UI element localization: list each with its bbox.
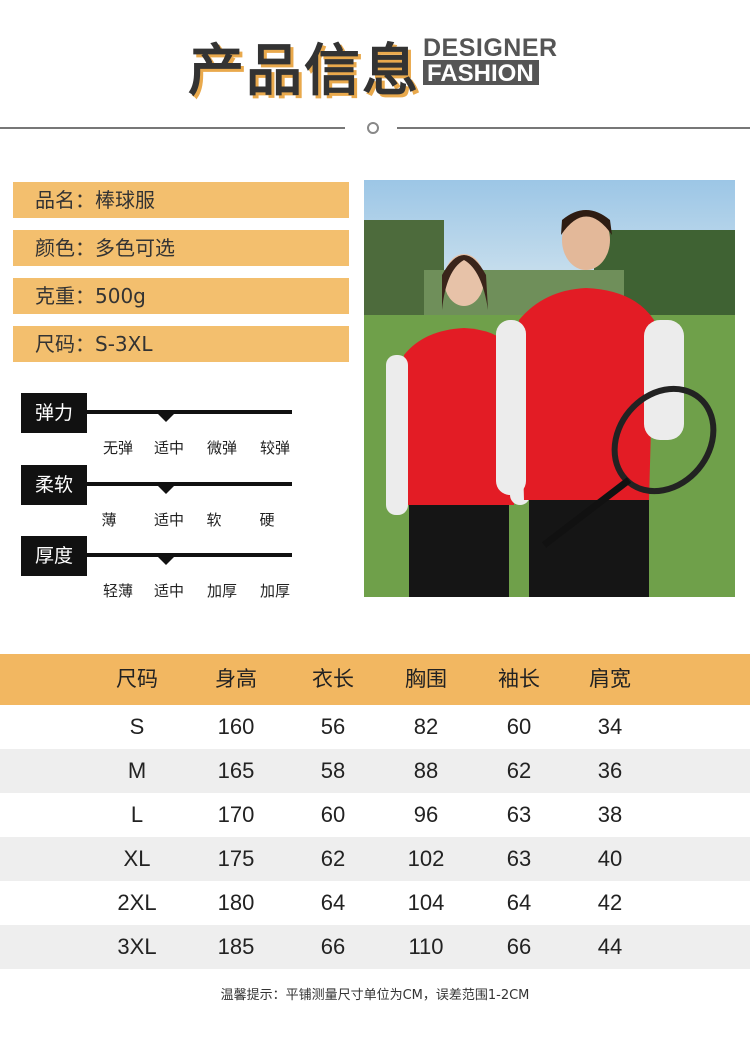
attr-option: 适中 <box>153 439 184 457</box>
table-cell: 34 <box>597 714 623 739</box>
divider-left <box>0 127 345 129</box>
table-cell: 160 <box>217 714 255 739</box>
table-cell: 56 <box>320 714 346 739</box>
attr-option: 轻薄 <box>102 582 133 600</box>
table-cell: L <box>130 802 144 827</box>
table-row: 3XL 185 66 110 66 44 <box>0 925 750 969</box>
footer-note: 温馨提示：平铺测量尺寸单位为CM，误差范围1-2CM <box>220 988 530 1003</box>
header-cell: 身高 <box>215 667 257 691</box>
table-cell: 38 <box>597 802 623 827</box>
table-cell: 62 <box>320 846 346 871</box>
attr-thickness-scale <box>87 553 292 557</box>
table-row: M 165 58 88 62 36 <box>0 749 750 793</box>
table-cell: 66 <box>506 934 532 959</box>
table-cell: 62 <box>506 758 532 783</box>
table-cell: 170 <box>217 802 255 827</box>
attr-option: 微弹 <box>206 439 237 457</box>
table-cell: 180 <box>217 890 255 915</box>
table-cell: XL <box>123 846 151 871</box>
table-cell: 3XL <box>117 934 157 959</box>
table-cell: M <box>127 758 147 783</box>
attr-softness-scale <box>87 482 292 486</box>
header-cell: 袖长 <box>498 667 540 691</box>
divider-right <box>397 127 750 129</box>
selected-marker-icon <box>157 556 175 565</box>
page-title: 产品信息 <box>188 39 420 104</box>
attr-option: 适中 <box>153 582 184 600</box>
attr-option: 薄 <box>101 511 117 529</box>
size-table-header: 尺码 身高 衣长 胸围 袖长 肩宽 <box>0 654 750 705</box>
attr-elasticity-label: 弹力 <box>21 393 87 433</box>
attr-option: 硬 <box>259 511 275 529</box>
table-cell: 63 <box>506 802 532 827</box>
attr-option: 适中 <box>153 511 184 529</box>
table-cell: 63 <box>506 846 532 871</box>
table-cell: 2XL <box>117 890 157 915</box>
header-cell: 胸围 <box>405 667 447 691</box>
table-row: 2XL 180 64 104 64 42 <box>0 881 750 925</box>
table-cell: 60 <box>320 802 346 827</box>
designer-text: DESIGNER <box>423 34 558 62</box>
table-cell: S <box>129 714 145 739</box>
header-cell: 尺码 <box>116 667 158 691</box>
info-color: 颜色：多色可选 <box>13 230 349 266</box>
table-cell: 64 <box>506 890 532 915</box>
table-cell: 88 <box>413 758 439 783</box>
attr-option: 加厚 <box>259 582 290 600</box>
attr-elasticity-scale <box>87 410 292 414</box>
table-cell: 165 <box>217 758 255 783</box>
fashion-badge: FASHION <box>423 60 539 85</box>
attr-option: 加厚 <box>206 582 237 600</box>
attr-thickness-label: 厚度 <box>21 536 87 576</box>
attr-softness-label: 柔软 <box>21 465 87 505</box>
table-cell: 44 <box>597 934 623 959</box>
info-size: 尺码：S-3XL <box>13 326 349 362</box>
table-cell: 104 <box>407 890 445 915</box>
selected-marker-icon <box>157 413 175 422</box>
table-cell: 110 <box>408 934 444 959</box>
divider-circle <box>367 122 379 134</box>
attr-option: 较弹 <box>259 439 290 457</box>
attr-option: 无弹 <box>102 439 133 457</box>
table-cell: 185 <box>217 934 255 959</box>
table-row: S 160 56 82 60 34 <box>0 705 750 749</box>
table-row: L 170 60 96 63 38 <box>0 793 750 837</box>
header-cell: 衣长 <box>312 667 354 691</box>
table-row: XL 175 62 102 63 40 <box>0 837 750 881</box>
header-cell: 肩宽 <box>589 667 631 691</box>
selected-marker-icon <box>157 485 175 494</box>
table-cell: 36 <box>597 758 623 783</box>
table-cell: 40 <box>597 846 623 871</box>
table-cell: 66 <box>320 934 346 959</box>
table-cell: 175 <box>217 846 255 871</box>
table-cell: 82 <box>413 714 439 739</box>
table-cell: 96 <box>413 802 439 827</box>
info-weight: 克重：500g <box>13 278 349 314</box>
table-cell: 60 <box>506 714 532 739</box>
table-cell: 64 <box>320 890 346 915</box>
table-cell: 42 <box>597 890 623 915</box>
info-name: 品名：棒球服 <box>13 182 349 218</box>
table-cell: 58 <box>320 758 346 783</box>
table-cell: 102 <box>407 846 445 871</box>
product-photo <box>364 180 735 597</box>
attr-option: 软 <box>206 511 222 529</box>
